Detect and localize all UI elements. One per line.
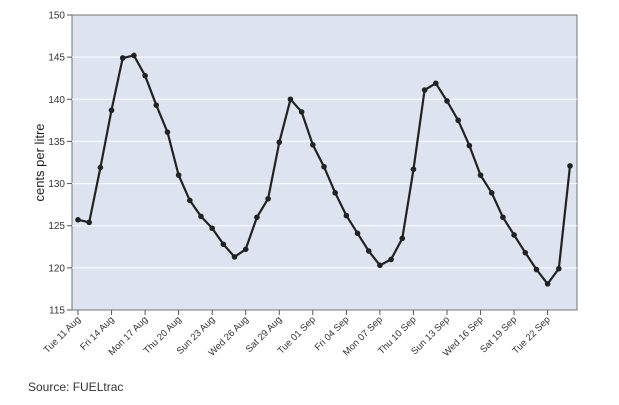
data-point	[343, 212, 350, 219]
gridlines	[72, 56, 577, 269]
data-point	[488, 190, 495, 196]
y-axis-label: cents per litre	[32, 123, 47, 201]
data-point	[567, 163, 573, 169]
data-point	[265, 195, 271, 202]
data-point	[153, 102, 160, 108]
data-point	[477, 172, 484, 178]
source-note: Source: FUELtrac	[28, 380, 124, 394]
data-point	[511, 232, 517, 238]
data-point	[231, 254, 238, 260]
x-tick-label: Tue 11 Aug	[42, 314, 83, 355]
data-point	[298, 109, 305, 115]
data-point	[388, 256, 394, 263]
data-point	[421, 87, 428, 93]
data-point	[399, 235, 406, 242]
data-point	[142, 72, 148, 79]
y-tick-label: 140	[48, 95, 65, 106]
data-point	[254, 214, 260, 221]
y-tick-label: 120	[48, 263, 65, 274]
y-tick-label: 135	[48, 137, 65, 148]
data-point	[209, 225, 215, 232]
data-point	[86, 219, 92, 226]
data-point	[97, 164, 104, 171]
y-tick-label: 150	[48, 11, 65, 22]
data-point	[533, 266, 540, 273]
data-point	[444, 98, 450, 104]
data-point	[75, 217, 81, 223]
data-point	[119, 55, 126, 61]
y-axis-ticks: 115 120 125 130 135 140 145 150	[48, 11, 72, 317]
data-point	[310, 142, 316, 148]
y-tick-label: 125	[48, 221, 65, 232]
data-point	[365, 248, 372, 254]
y-tick-label: 115	[49, 306, 65, 317]
data-point	[522, 249, 529, 256]
data-point	[187, 197, 193, 204]
data-point	[164, 129, 171, 135]
data-point	[466, 142, 473, 149]
series-points	[75, 52, 573, 287]
data-point	[455, 117, 461, 124]
data-point	[433, 80, 439, 87]
y-tick-label: 130	[48, 179, 65, 190]
data-point	[332, 190, 338, 196]
data-point	[220, 241, 227, 248]
data-point	[500, 214, 506, 221]
data-point	[276, 139, 283, 146]
data-point	[377, 262, 383, 269]
data-point	[242, 246, 249, 253]
data-point	[321, 163, 327, 170]
data-point	[354, 230, 361, 237]
data-point	[108, 107, 115, 114]
data-point	[410, 166, 417, 173]
y-tick-label: 145	[48, 53, 65, 64]
data-point	[198, 213, 204, 220]
data-point	[556, 265, 562, 272]
data-point	[287, 96, 294, 103]
data-point	[175, 172, 182, 178]
data-point	[131, 52, 137, 59]
data-point	[544, 281, 551, 287]
plot-area	[71, 14, 578, 311]
